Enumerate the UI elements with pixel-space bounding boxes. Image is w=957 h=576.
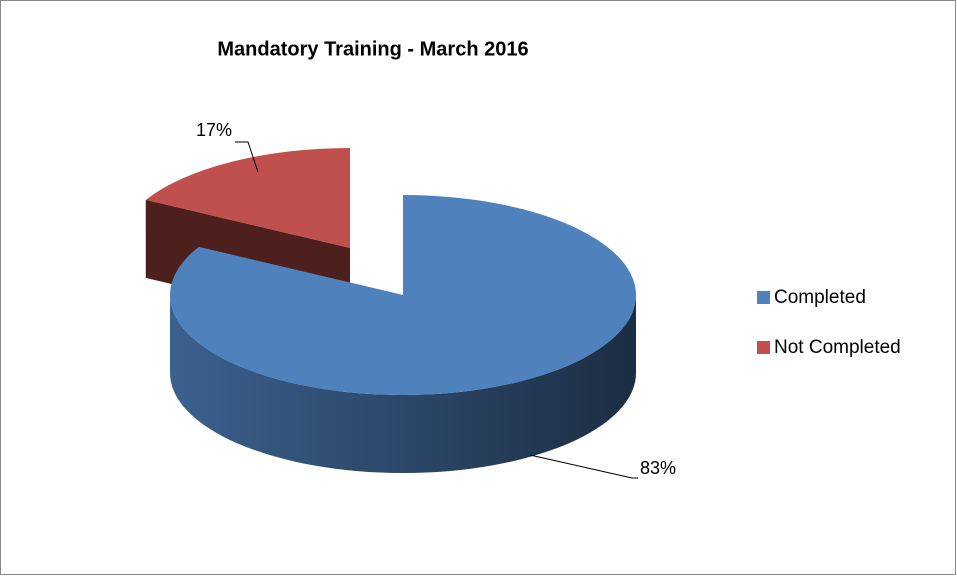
chart-title: Mandatory Training - March 2016	[217, 38, 528, 60]
slice-side-shade	[170, 295, 636, 473]
data-label: 83%	[640, 458, 676, 478]
legend-swatch	[757, 341, 770, 354]
labels: 83% 17%	[196, 120, 676, 479]
slice	[145, 148, 350, 248]
leader-line	[529, 454, 638, 479]
leader-line	[235, 141, 259, 173]
pie	[145, 148, 636, 473]
legend-swatch	[757, 291, 770, 304]
legend-label: Completed	[774, 287, 866, 308]
legend-label: Not Completed	[774, 337, 901, 358]
data-label: 17%	[196, 120, 232, 140]
slice	[169, 195, 636, 396]
